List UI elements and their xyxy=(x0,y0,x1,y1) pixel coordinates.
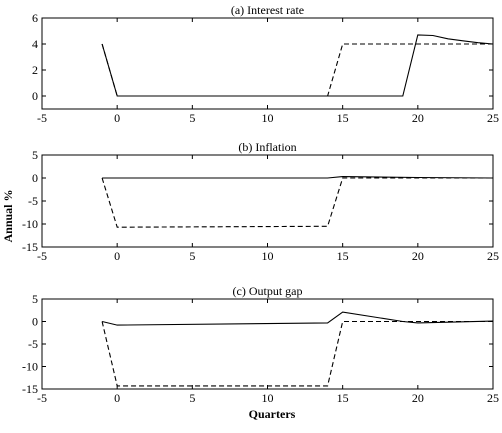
panel-1: (a) Interest rate -5 0 5 10 15 20 25 0 2 4 6 xyxy=(32,3,499,125)
x-tick-label: 10 xyxy=(262,249,274,263)
y-tick-label: 5 xyxy=(32,292,38,306)
x-axis-shared-label: Quarters xyxy=(249,407,296,421)
y-tick-label: -15 xyxy=(22,382,38,396)
y-tick-label: 2 xyxy=(32,63,38,77)
y-tick-label: -5 xyxy=(28,337,38,351)
x-tick-label: 25 xyxy=(487,391,499,405)
x-tick-label: 10 xyxy=(262,391,274,405)
x-tick-label: 5 xyxy=(189,111,195,125)
panel-2: (b) Inflation -5 0 5 10 15 20 25 -15 -10 -5 0 5 xyxy=(22,140,499,263)
plot-frame xyxy=(41,17,494,110)
x-tick-label: -5 xyxy=(37,391,47,405)
panel-title: (b) Inflation xyxy=(238,140,296,154)
series-line-solid xyxy=(101,34,494,97)
x-tick-label: 20 xyxy=(412,111,424,125)
x-tick-label: 5 xyxy=(189,391,195,405)
y-axis-shared-label: Annual % xyxy=(1,189,15,242)
y-tick-label: -10 xyxy=(22,217,38,231)
y-tick-label: -15 xyxy=(22,240,38,254)
x-tick-label: 25 xyxy=(487,111,499,125)
series-line-dashed xyxy=(101,177,493,228)
series-line-solid xyxy=(101,311,494,326)
x-tick-label: 15 xyxy=(337,111,349,125)
y-tick-label: -10 xyxy=(22,360,38,374)
x-tick-label: -5 xyxy=(37,111,47,125)
x-tick-label: 10 xyxy=(262,111,274,125)
x-tick-label: 15 xyxy=(337,391,349,405)
x-tick-label: 20 xyxy=(412,391,424,405)
plot-frame xyxy=(41,298,494,390)
y-tick-label: 0 xyxy=(32,89,38,103)
x-tick-label: 0 xyxy=(114,391,120,405)
y-tick-label: 5 xyxy=(32,148,38,162)
series-line-dashed xyxy=(101,320,493,387)
panel-title: (c) Output gap xyxy=(233,284,303,298)
x-tick-label: 20 xyxy=(412,249,424,263)
y-tick-label: 0 xyxy=(32,171,38,185)
y-tick-label: -5 xyxy=(28,194,38,208)
x-tick-label: -5 xyxy=(37,249,47,263)
x-tick-label: 0 xyxy=(114,249,120,263)
x-tick-label: 25 xyxy=(487,249,499,263)
y-tick-label: 6 xyxy=(32,11,38,25)
x-tick-label: 0 xyxy=(114,111,120,125)
panel-3: (c) Output gap -5 0 5 10 15 20 25 -15 -10 -5 0 5 xyxy=(22,284,499,405)
x-tick-label: 5 xyxy=(189,249,195,263)
y-tick-label: 0 xyxy=(32,315,38,329)
panel-title: (a) Interest rate xyxy=(231,3,304,17)
y-tick-label: 4 xyxy=(32,37,38,51)
series-line-dashed xyxy=(101,43,493,97)
x-tick-label: 15 xyxy=(337,249,349,263)
